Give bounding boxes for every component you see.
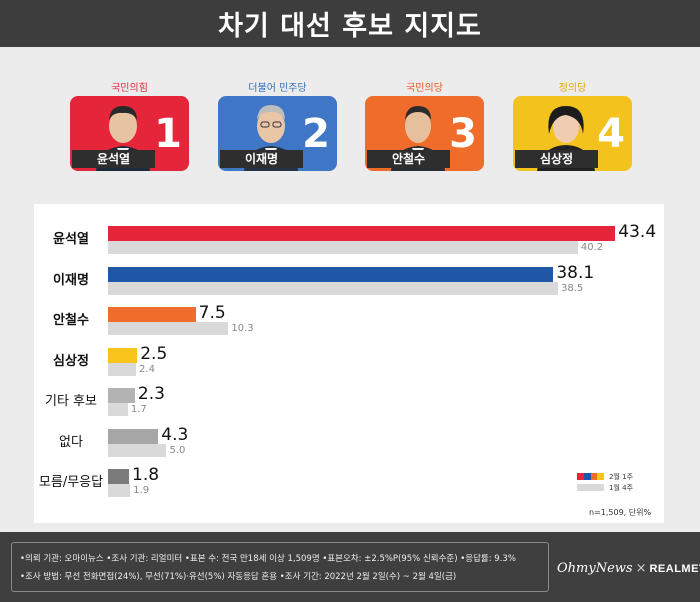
legend-swatch-color — [590, 473, 598, 480]
candidate-number: 4 — [597, 111, 625, 157]
value-label-previous: 38.5 — [561, 282, 584, 294]
bar-current — [108, 347, 138, 363]
category-label: 심상정 — [53, 353, 89, 369]
bar-current — [108, 226, 616, 241]
bar-previous — [108, 484, 131, 497]
candidate-card-1: 국민의힘 1 윤석열 — [70, 82, 189, 171]
footer: •의뢰 기관: 오마이뉴스 •조사 기관: 리얼미터 •표본 수: 전국 만18… — [0, 532, 700, 602]
category-label: 안철수 — [53, 313, 89, 328]
party-label: 정의당 — [558, 83, 587, 94]
survey-notes: •의뢰 기관: 오마이뉴스 •조사 기관: 리얼미터 •표본 수: 전국 만18… — [11, 542, 549, 592]
sample-note: n=1,509, 단위% — [589, 508, 652, 517]
legend-swatch-current — [577, 473, 604, 480]
party-label: 국민의힘 — [111, 83, 148, 94]
candidate-number: 1 — [154, 111, 182, 157]
candidate-photo-card: 1 윤석열 — [70, 96, 189, 171]
candidate-name: 심상정 — [515, 150, 598, 168]
value-label-previous: 1.9 — [133, 485, 150, 496]
realmeter-logo: REALMETER — [649, 563, 700, 575]
brand-separator: × — [635, 561, 647, 576]
bar-current — [108, 307, 196, 322]
bar-previous — [108, 403, 128, 416]
candidate-card-2: 더불어 민주당 2 이재명 — [218, 82, 337, 171]
category-label: 모름/무응답 — [38, 475, 104, 490]
legend: 2월 1주 1월 4주 — [577, 471, 633, 493]
page-title: 차기 대선 후보 지지도 — [218, 11, 482, 42]
header: 차기 대선 후보 지지도 — [0, 0, 700, 47]
value-label-current: 4.3 — [161, 424, 189, 445]
value-label-current: 38.1 — [556, 262, 595, 283]
candidate-photo-card: 2 이재명 — [218, 96, 337, 171]
legend-item-current: 2월 1주 — [577, 471, 633, 482]
category-label: 없다 — [59, 434, 83, 450]
value-label-current: 1.8 — [132, 465, 160, 485]
category-label: 기타 후보 — [45, 394, 97, 409]
legend-swatch-previous — [577, 484, 604, 491]
legend-item-previous: 1월 4주 — [577, 482, 633, 493]
value-label-current: 2.5 — [140, 343, 168, 364]
bar-current — [108, 388, 135, 403]
legend-swatch-color — [577, 473, 584, 480]
candidate-photo-card: 3 안철수 — [365, 96, 484, 171]
legend-label-current: 2월 1주 — [609, 472, 634, 481]
bar-previous — [108, 281, 559, 295]
value-label-current: 2.3 — [137, 384, 165, 404]
bar-current — [108, 428, 159, 444]
value-label-current: 7.5 — [198, 303, 226, 323]
value-label-previous: 40.2 — [580, 242, 604, 253]
candidate-number: 3 — [449, 111, 477, 157]
candidate-number: 2 — [302, 111, 330, 157]
survey-note-line-2: •조사 방법: 무선 전화면접(24%), 무선(71%)·유선(5%) 자동응… — [20, 572, 457, 582]
candidate-card-3: 국민의당 3 안철수 — [365, 82, 484, 171]
bar-previous — [108, 443, 167, 457]
legend-swatch-color — [597, 473, 604, 480]
bar-current — [108, 469, 130, 484]
bar-previous — [108, 241, 578, 254]
category-label: 이재명 — [53, 272, 89, 288]
legend-swatch-color — [583, 473, 591, 480]
party-label: 국민의당 — [406, 83, 443, 94]
party-label: 더불어 민주당 — [248, 83, 307, 94]
candidate-name: 안철수 — [367, 150, 450, 168]
candidate-name: 이재명 — [220, 150, 303, 168]
ohmynews-logo: OhmyNews — [557, 561, 633, 576]
chart-panel: 윤석열 43.4 40.2 이재명 38.1 38.5 안철수 7.5 10.3 심상정 2.5 2.… — [34, 204, 664, 523]
bar-previous — [108, 322, 229, 335]
bar-previous — [108, 362, 137, 376]
survey-note-line-1: •의뢰 기관: 오마이뉴스 •조사 기관: 리얼미터 •표본 수: 전국 만18… — [20, 554, 516, 564]
value-label-current: 43.4 — [618, 222, 657, 242]
value-label-previous: 5.0 — [169, 444, 186, 456]
candidate-name: 윤석열 — [72, 150, 155, 168]
candidate-card-4: 정의당 4 심상정 — [513, 82, 632, 171]
legend-label-previous: 1월 4주 — [609, 483, 634, 492]
brand-logos: OhmyNews×REALMETER — [557, 561, 700, 576]
candidate-photo-card: 4 심상정 — [513, 96, 632, 171]
value-label-previous: 2.4 — [139, 363, 155, 375]
bar-current — [108, 266, 554, 282]
value-label-previous: 1.7 — [130, 404, 147, 415]
value-label-previous: 10.3 — [231, 323, 254, 334]
category-label: 윤석열 — [53, 232, 89, 247]
